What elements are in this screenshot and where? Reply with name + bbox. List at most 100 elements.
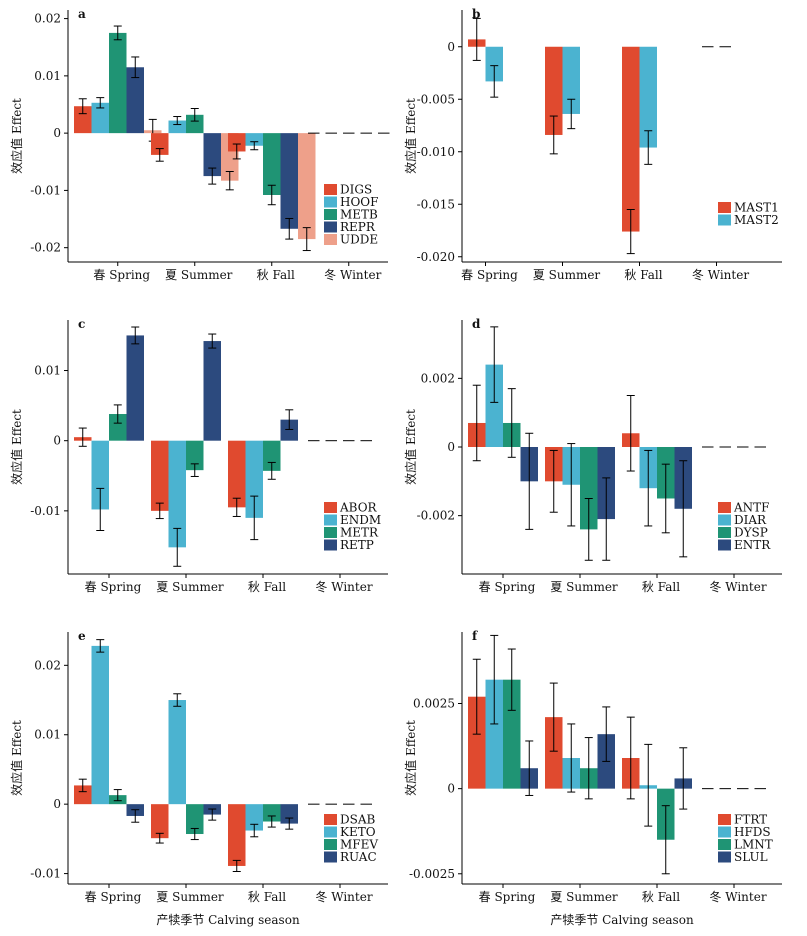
bar-dysp-1 [580, 447, 598, 530]
legend-swatch [718, 826, 731, 838]
bar-dsab-1 [151, 804, 169, 839]
bar-ruac-2 [280, 804, 298, 824]
chart-panel-b: b -0.020 -0.015 -0.010 -0.005 0 春 Spring 夏 Summ… [403, 7, 782, 282]
x-tick-label: 春 Spring [93, 268, 150, 282]
y-tick-label: -0.0025 [409, 867, 455, 881]
legend-swatch [324, 234, 337, 245]
x-tick-label: 夏 Summer [165, 268, 233, 282]
bar-ftrt-1 [545, 717, 563, 789]
legend-swatch [324, 539, 337, 551]
legend-swatch [718, 814, 731, 825]
chart-panel-f: f -0.0025 0 0.0025 春 Spring 夏 Summer 秋 Fall 冬 W… [403, 629, 782, 904]
x-axis-title-left: 产犊季节 Calving season [156, 913, 300, 927]
y-tick-label: -0.02 [30, 241, 61, 255]
legend-swatch [324, 527, 337, 538]
y-tick-label: -0.01 [30, 183, 61, 197]
legend-label: FTRT [734, 813, 767, 827]
y-axis-title: 效应值 Effect [403, 409, 418, 485]
y-tick-label: 0 [447, 440, 455, 454]
y-axis-title: 效应值 Effect [9, 98, 24, 174]
bar-mast1-1 [545, 46, 563, 135]
legend-label: DIAR [734, 513, 767, 527]
bar-metr-1 [186, 440, 204, 471]
bar-mast2-0 [485, 46, 503, 82]
legend-swatch [718, 539, 731, 551]
bar-dsab-2 [228, 804, 246, 866]
panel-letter: e [78, 629, 86, 643]
y-tick-label: 0.02 [34, 12, 61, 26]
bar-abor-2 [228, 440, 246, 508]
bar-keto-0 [91, 645, 109, 805]
y-axis-title: 效应值 Effect [9, 720, 24, 796]
bar-metr-0 [109, 414, 127, 441]
legend-swatch [718, 502, 731, 513]
legend-label: SLUL [734, 850, 768, 864]
legend-swatch [324, 826, 337, 838]
x-axis-title-right: 产犊季节 Calving season [550, 913, 694, 927]
x-tick-label: 冬 Winter [315, 889, 372, 904]
x-tick-label: 秋 Fall [257, 268, 295, 282]
x-tick-label: 夏 Summer [156, 580, 224, 594]
chart-panel-a: a -0.02 -0.01 0 0.01 0.02 春 Spring 夏 Summer 秋 Fa… [9, 7, 390, 282]
bar-repr-0 [126, 67, 144, 134]
y-tick-label: 0 [447, 40, 455, 54]
chart-panel-c: c -0.01 0 0.01 春 Spring 夏 Summer 秋 Fall 冬 Winte… [9, 317, 388, 594]
bar-repr-2 [280, 133, 298, 229]
y-axis-title: 效应值 Effect [403, 98, 418, 174]
x-tick-label: 春 Spring [479, 580, 536, 594]
legend-swatch [718, 851, 731, 863]
bar-digs-1 [151, 133, 169, 155]
legend-swatch [718, 839, 731, 850]
legend-label: RETP [340, 538, 374, 552]
x-tick-label: 夏 Summer [550, 890, 618, 904]
legend-label: HFDS [734, 825, 771, 839]
panel-letter: f [472, 629, 478, 643]
x-tick-label: 秋 Fall [642, 890, 680, 904]
bar-mast2-2 [639, 46, 657, 148]
legend-label: METR [340, 526, 379, 540]
y-tick-label: -0.005 [417, 92, 455, 106]
legend-swatch [718, 214, 731, 226]
bar-metr-2 [263, 440, 281, 471]
x-tick-label: 秋 Fall [642, 580, 680, 594]
bar-retp-0 [126, 335, 144, 441]
bar-mfev-2 [263, 804, 281, 822]
x-tick-label: 冬 Winter [709, 889, 766, 904]
x-tick-label: 冬 Winter [709, 579, 766, 594]
legend-swatch [324, 196, 337, 208]
x-tick-label: 夏 Summer [156, 890, 224, 904]
x-tick-label: 春 Spring [461, 268, 518, 282]
bar-endm-0 [91, 440, 109, 510]
bar-hoof-0 [91, 102, 109, 134]
y-tick-label: 0.01 [34, 728, 61, 742]
legend-swatch [718, 527, 731, 538]
x-tick-label: 春 Spring [479, 890, 536, 904]
y-axis-title: 效应值 Effect [9, 409, 24, 485]
legend-swatch [718, 514, 731, 526]
y-axis-title: 效应值 Effect [403, 720, 418, 796]
legend-label: UDDE [340, 233, 378, 247]
legend-swatch [324, 184, 337, 195]
legend-label: DIGS [340, 183, 372, 197]
y-tick-label: 0.002 [421, 371, 455, 385]
legend-label: ABOR [339, 501, 378, 515]
legend-swatch [324, 851, 337, 863]
bar-dsab-0 [74, 785, 92, 805]
legend-label: DYSP [734, 526, 768, 540]
panel-letter: c [78, 317, 85, 331]
legend-label: MFEV [340, 838, 378, 852]
bar-keto-1 [168, 700, 186, 805]
chart-panel-e: e -0.01 0 0.01 0.02 春 Spring 夏 Summer 秋 Fall 冬 W… [9, 629, 388, 904]
legend-label: MAST2 [734, 213, 779, 227]
bar-mast2-1 [562, 46, 580, 114]
legend-label: RUAC [340, 850, 377, 864]
y-tick-label: 0.01 [34, 69, 61, 83]
y-tick-label: -0.002 [417, 509, 455, 523]
